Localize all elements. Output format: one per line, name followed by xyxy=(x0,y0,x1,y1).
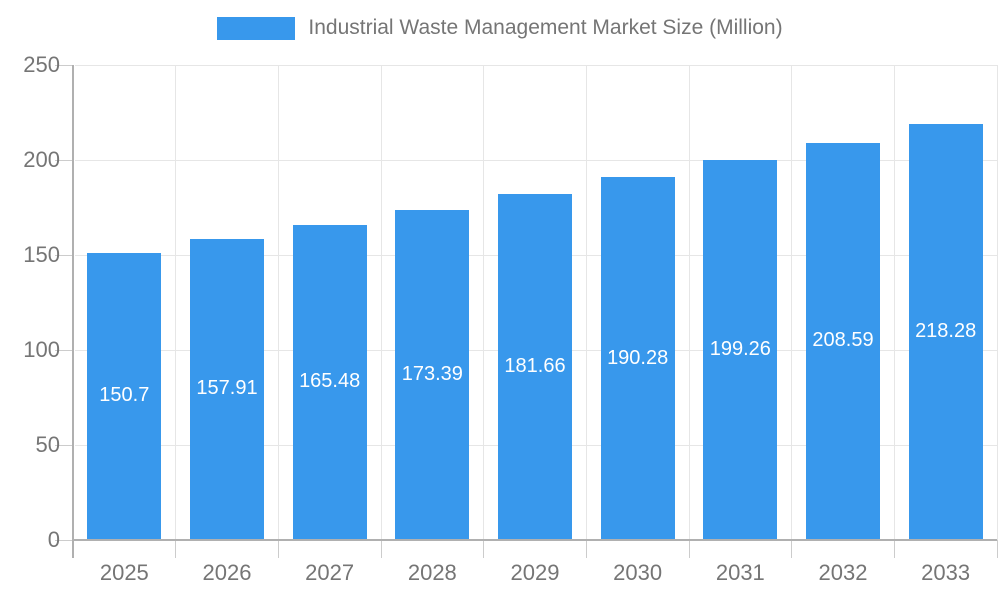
x-axis-tick xyxy=(277,540,279,558)
v-gridline xyxy=(688,65,690,540)
bar-value-label: 181.66 xyxy=(504,354,566,377)
x-axis-label: 2031 xyxy=(715,560,765,585)
x-axis-label: 2026 xyxy=(202,560,252,585)
bar-2026[interactable]: 157.91 xyxy=(190,238,264,539)
y-axis-tick xyxy=(55,539,73,541)
v-gridline xyxy=(277,65,279,540)
y-axis-label: 50 xyxy=(35,432,60,457)
x-axis-label: 2032 xyxy=(818,560,868,585)
bar-value-label: 157.91 xyxy=(196,377,258,400)
y-axis-label: 250 xyxy=(23,52,60,77)
bar-2030[interactable]: 190.28 xyxy=(600,177,675,539)
v-gridline xyxy=(791,65,793,540)
x-axis-label: 2033 xyxy=(921,560,971,585)
y-axis-label: 200 xyxy=(23,147,60,172)
y-axis-label: 150 xyxy=(23,242,60,267)
y-axis-tick xyxy=(55,159,73,161)
y-axis-tick xyxy=(55,349,73,351)
x-axis-label: 2027 xyxy=(305,560,355,585)
legend-label: Industrial Waste Management Market Size … xyxy=(308,16,783,39)
y-axis-label: 100 xyxy=(23,337,60,362)
x-axis-tick xyxy=(791,540,793,558)
bar-2032[interactable]: 208.59 xyxy=(806,142,880,539)
x-axis-tick xyxy=(380,540,382,558)
bar-2028[interactable]: 173.39 xyxy=(395,209,470,539)
bar-value-label: 150.7 xyxy=(99,384,150,407)
x-axis-label: 2030 xyxy=(613,560,663,585)
y-axis-label: 0 xyxy=(47,527,60,552)
y-axis-line xyxy=(72,65,74,558)
v-gridline xyxy=(893,65,895,540)
x-axis-label: 2029 xyxy=(510,560,560,585)
y-axis-tick xyxy=(55,254,73,256)
bar-2033[interactable]: 218.28 xyxy=(908,124,983,539)
x-axis-label: 2028 xyxy=(407,560,457,585)
legend-swatch-icon[interactable] xyxy=(217,16,296,40)
x-axis-tick xyxy=(483,540,485,558)
x-axis-tick xyxy=(893,540,895,558)
x-axis-tick xyxy=(175,540,177,558)
h-gridline xyxy=(75,159,997,161)
v-gridline xyxy=(483,65,485,540)
bar-2029[interactable]: 181.66 xyxy=(498,193,572,539)
bar-value-label: 199.26 xyxy=(709,338,771,361)
bar-2025[interactable]: 150.7 xyxy=(87,252,162,539)
bar-value-label: 190.28 xyxy=(607,346,669,369)
h-gridline xyxy=(75,64,997,66)
y-axis-tick xyxy=(55,444,73,446)
x-axis-tick xyxy=(585,540,587,558)
bar-value-label: 173.39 xyxy=(401,362,463,385)
legend[interactable]: Industrial Waste Management Market Size … xyxy=(0,16,1000,40)
bar-2031[interactable]: 199.26 xyxy=(703,160,778,539)
v-gridline xyxy=(996,65,998,540)
v-gridline xyxy=(175,65,177,540)
v-gridline xyxy=(585,65,587,540)
v-gridline xyxy=(380,65,382,540)
x-axis-tick xyxy=(688,540,690,558)
bar-value-label: 165.48 xyxy=(299,370,361,393)
bar-value-label: 218.28 xyxy=(915,320,977,343)
x-axis-tick xyxy=(996,540,998,558)
x-axis-label: 2025 xyxy=(99,560,149,585)
y-axis-tick xyxy=(55,64,73,66)
bar-2027[interactable]: 165.48 xyxy=(292,224,367,539)
bar-value-label: 208.59 xyxy=(812,329,874,352)
x-axis-line xyxy=(72,539,997,541)
